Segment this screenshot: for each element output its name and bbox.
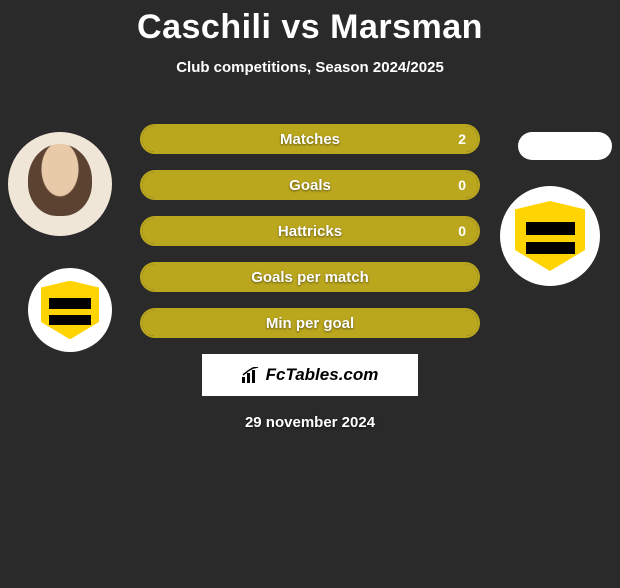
- club-left-badge: [28, 268, 112, 352]
- stat-row-goals-per-match: Goals per match: [140, 262, 480, 292]
- stat-right-value: 0: [458, 172, 466, 198]
- bar-chart-icon: [242, 367, 260, 383]
- stat-right-value: 2: [458, 126, 466, 152]
- stat-label: Min per goal: [142, 310, 478, 336]
- page-title: Caschili vs Marsman: [0, 8, 620, 47]
- stat-row-goals: Goals 0: [140, 170, 480, 200]
- stat-label: Hattricks: [142, 218, 478, 244]
- date-label: 29 november 2024: [0, 414, 620, 431]
- shield-icon: [41, 281, 100, 340]
- stat-row-hattricks: Hattricks 0: [140, 216, 480, 246]
- stat-row-matches: Matches 2: [140, 124, 480, 154]
- club-right-badge: [500, 186, 600, 286]
- stat-row-min-per-goal: Min per goal: [140, 308, 480, 338]
- site-label: FcTables.com: [266, 365, 379, 385]
- shield-icon: [515, 201, 585, 271]
- stat-label: Goals: [142, 172, 478, 198]
- stat-label: Matches: [142, 126, 478, 152]
- player-left-avatar: [8, 132, 112, 236]
- site-badge[interactable]: FcTables.com: [202, 354, 418, 396]
- stat-label: Goals per match: [142, 264, 478, 290]
- page-subtitle: Club competitions, Season 2024/2025: [0, 59, 620, 76]
- stat-right-value: 0: [458, 218, 466, 244]
- stats-list: Matches 2 Goals 0 Hattricks 0 Goals per …: [140, 124, 480, 338]
- player-right-placeholder: [518, 132, 612, 160]
